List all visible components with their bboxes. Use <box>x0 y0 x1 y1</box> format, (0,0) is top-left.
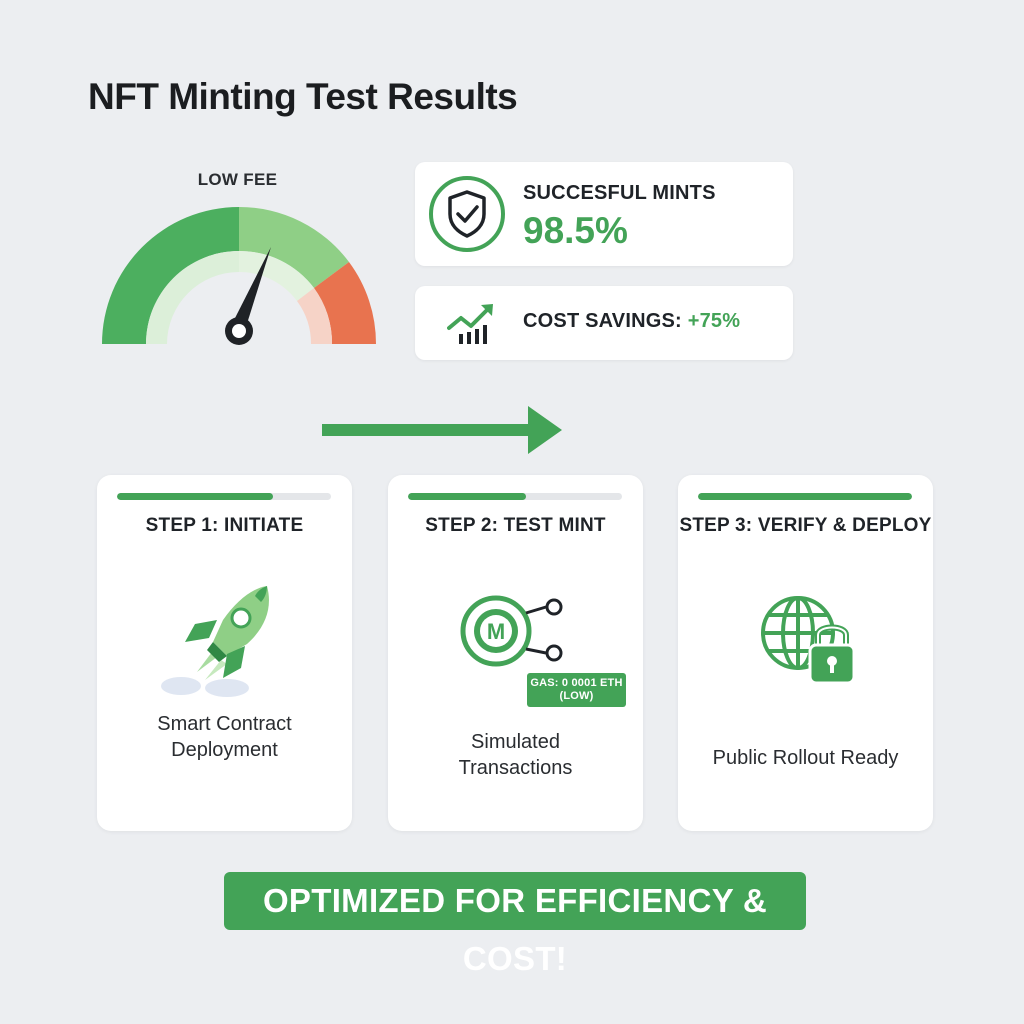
cost-savings-card: COST SAVINGS: +75% <box>415 286 793 360</box>
step-progress-fill <box>408 493 526 500</box>
page-title: NFT Minting Test Results <box>88 76 518 117</box>
trending-up-chart-icon <box>447 304 493 344</box>
summary-banner: OPTIMIZED FOR EFFICIENCY & COST! <box>224 872 806 977</box>
step-card-verify-deploy: STEP 3: VERIFY & DEPLOY Public Rollout R… <box>678 475 933 831</box>
savings-text: COST SAVINGS: +75% <box>523 310 740 333</box>
savings-label: COST SAVINGS: <box>523 310 682 332</box>
savings-value: +75% <box>687 310 741 332</box>
gauge-segment-green <box>102 207 239 344</box>
successful-mints-card: SUCCESFUL MINTS 98.5% <box>415 162 793 266</box>
step-progress-track <box>698 493 912 500</box>
shield-check-icon <box>429 176 505 252</box>
step-progress-fill <box>117 493 274 500</box>
step-desc-line: Deployment <box>171 739 278 761</box>
gauge-needle <box>232 247 271 330</box>
step-card-test-mint: STEP 2: TEST MINT M GAS: 0 0001 ETH (LOW… <box>388 475 643 831</box>
coin-letter: M <box>487 619 505 644</box>
step-title: STEP 3: VERIFY & DEPLOY <box>679 515 932 536</box>
gas-fee-badge: GAS: 0 0001 ETH (LOW) <box>527 673 626 707</box>
gas-fee-level: (LOW) <box>559 690 594 702</box>
step-progress-track <box>408 493 622 500</box>
step-desc-line: Smart Contract <box>157 713 292 735</box>
step-desc-line: Public Rollout Ready <box>712 747 899 769</box>
gauge-dial <box>102 206 377 345</box>
step-description: Public Rollout Ready <box>678 745 933 771</box>
globe-lock-icon <box>761 596 856 685</box>
gauge-segment-orange <box>314 262 377 344</box>
rocket-icon <box>161 586 269 697</box>
flow-arrow-icon <box>322 406 562 454</box>
mints-value: 98.5% <box>523 210 628 251</box>
gauge-segment-light-green <box>239 206 349 288</box>
fee-gauge: LOW FEE <box>100 170 380 350</box>
step-description: Simulated Transactions <box>388 729 643 781</box>
step-card-initiate: STEP 1: INITIATE Smart Contract Deployme… <box>97 475 352 831</box>
step-title: STEP 1: INITIATE <box>145 515 304 536</box>
gauge-label: LOW FEE <box>197 170 278 189</box>
mint-coin-icon: M <box>460 595 563 667</box>
mints-label: SUCCESFUL MINTS <box>523 182 716 204</box>
step-desc-line: Transactions <box>458 757 573 779</box>
gas-fee-value: GAS: 0 0001 ETH <box>530 677 623 689</box>
step-progress-track <box>117 493 331 500</box>
step-title: STEP 2: TEST MINT <box>425 515 606 536</box>
step-description: Smart Contract Deployment <box>97 711 352 763</box>
step-desc-line: Simulated <box>471 731 560 753</box>
step-progress-fill <box>698 493 912 500</box>
